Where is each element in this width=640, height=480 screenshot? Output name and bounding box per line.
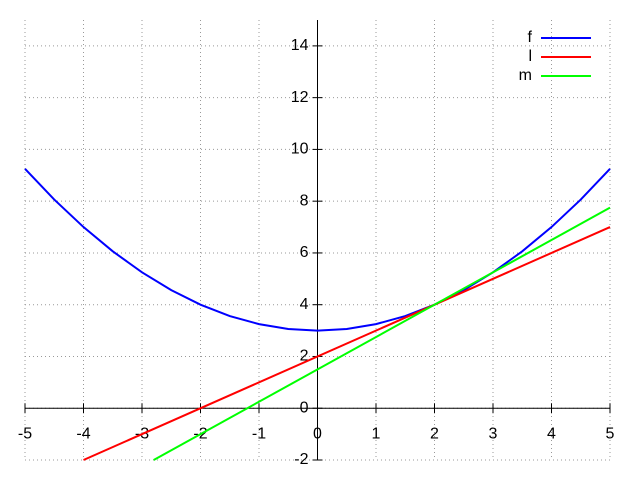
x-tick-label: 5 [606,425,615,442]
x-tick-label: -5 [18,425,32,442]
y-tick-label: 0 [300,399,309,416]
y-tick-label: -2 [294,451,308,468]
series-line [24,168,611,332]
legend-label: l [528,48,532,65]
y-tick-label: 2 [300,348,309,365]
legend-label: m [519,67,532,84]
series-line [83,226,611,461]
series-line [153,206,611,461]
y-tick-label: 4 [300,296,309,313]
y-tick-label: 6 [300,244,309,261]
x-tick-label: 1 [372,425,381,442]
legend-label: f [528,29,533,46]
x-tick-label: -4 [76,425,90,442]
x-tick-label: 4 [547,425,556,442]
x-tick-label: 0 [313,425,322,442]
y-tick-label: 10 [291,141,309,158]
y-tick-label: 8 [300,192,309,209]
y-tick-label: 14 [291,37,309,54]
x-tick-label: 3 [489,425,498,442]
x-tick-label: -1 [252,425,266,442]
y-tick-label: 12 [291,89,309,106]
x-tick-label: 2 [430,425,439,442]
